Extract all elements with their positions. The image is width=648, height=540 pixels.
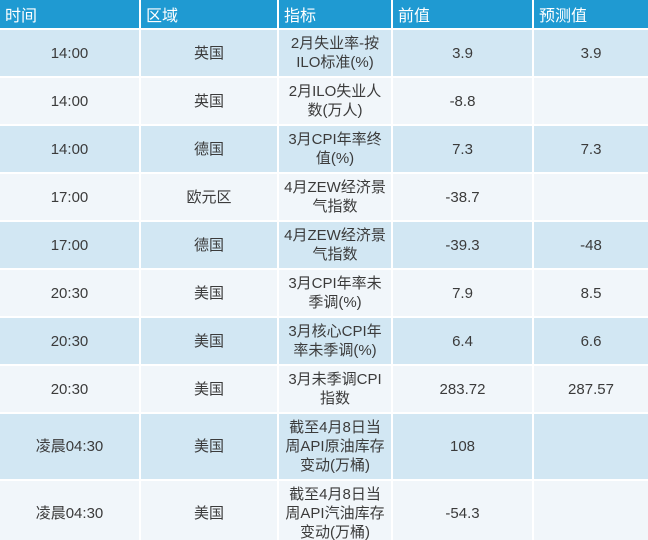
cell-indicator: 截至4月8日当周API汽油库存变动(万桶)	[278, 480, 393, 540]
cell-time: 20:30	[0, 365, 141, 414]
column-header-time: 时间	[0, 0, 141, 30]
cell-time: 17:00	[0, 221, 141, 270]
table-header: 时间 区域 指标 前值 预测值	[0, 0, 648, 30]
cell-time: 凌晨04:30	[0, 413, 141, 481]
cell-forecast: -48	[533, 221, 648, 270]
cell-time: 20:30	[0, 269, 141, 318]
cell-indicator: 截至4月8日当周API原油库存变动(万桶)	[278, 413, 393, 481]
cell-previous: -39.3	[392, 221, 534, 270]
table-row: 凌晨04:30 美国 截至4月8日当周API汽油库存变动(万桶) -54.3	[0, 480, 648, 540]
cell-previous: 3.9	[392, 29, 534, 78]
cell-region: 德国	[140, 221, 279, 270]
cell-region: 英国	[140, 29, 279, 78]
cell-region: 英国	[140, 77, 279, 126]
cell-previous: 283.72	[392, 365, 534, 414]
cell-indicator: 2月ILO失业人数(万人)	[278, 77, 393, 126]
column-header-indicator: 指标	[278, 0, 393, 30]
cell-indicator: 3月CPI年率未季调(%)	[278, 269, 393, 318]
column-header-previous: 前值	[392, 0, 534, 30]
cell-forecast	[533, 480, 648, 540]
cell-previous: -54.3	[392, 480, 534, 540]
cell-indicator: 2月失业率-按ILO标准(%)	[278, 29, 393, 78]
cell-forecast: 287.57	[533, 365, 648, 414]
cell-region: 美国	[140, 269, 279, 318]
cell-region: 美国	[140, 317, 279, 366]
cell-indicator: 3月CPI年率终值(%)	[278, 125, 393, 174]
cell-region: 美国	[140, 480, 279, 540]
cell-previous: 108	[392, 413, 534, 481]
cell-time: 17:00	[0, 173, 141, 222]
cell-previous: -38.7	[392, 173, 534, 222]
cell-time: 凌晨04:30	[0, 480, 141, 540]
cell-indicator: 4月ZEW经济景气指数	[278, 221, 393, 270]
cell-forecast: 6.6	[533, 317, 648, 366]
table-row: 17:00 德国 4月ZEW经济景气指数 -39.3 -48	[0, 221, 648, 270]
cell-time: 14:00	[0, 29, 141, 78]
cell-forecast	[533, 77, 648, 126]
cell-previous: 7.3	[392, 125, 534, 174]
cell-forecast	[533, 413, 648, 481]
cell-indicator: 4月ZEW经济景气指数	[278, 173, 393, 222]
cell-time: 20:30	[0, 317, 141, 366]
table-row: 17:00 欧元区 4月ZEW经济景气指数 -38.7	[0, 173, 648, 222]
table-row: 14:00 英国 2月失业率-按ILO标准(%) 3.9 3.9	[0, 29, 648, 78]
cell-previous: 6.4	[392, 317, 534, 366]
column-header-region: 区域	[140, 0, 279, 30]
cell-previous: 7.9	[392, 269, 534, 318]
table-row: 20:30 美国 3月CPI年率未季调(%) 7.9 8.5	[0, 269, 648, 318]
cell-time: 14:00	[0, 125, 141, 174]
cell-indicator: 3月核心CPI年率未季调(%)	[278, 317, 393, 366]
table-body: 14:00 英国 2月失业率-按ILO标准(%) 3.9 3.9 14:00 英…	[0, 29, 648, 540]
cell-region: 美国	[140, 365, 279, 414]
cell-region: 欧元区	[140, 173, 279, 222]
cell-forecast	[533, 173, 648, 222]
table-row: 14:00 德国 3月CPI年率终值(%) 7.3 7.3	[0, 125, 648, 174]
column-header-forecast: 预测值	[533, 0, 648, 30]
cell-forecast: 7.3	[533, 125, 648, 174]
cell-forecast: 8.5	[533, 269, 648, 318]
cell-forecast: 3.9	[533, 29, 648, 78]
cell-indicator: 3月未季调CPI指数	[278, 365, 393, 414]
table-row: 20:30 美国 3月未季调CPI指数 283.72 287.57	[0, 365, 648, 414]
cell-region: 德国	[140, 125, 279, 174]
table-row: 14:00 英国 2月ILO失业人数(万人) -8.8	[0, 77, 648, 126]
cell-region: 美国	[140, 413, 279, 481]
table-row: 凌晨04:30 美国 截至4月8日当周API原油库存变动(万桶) 108	[0, 413, 648, 481]
cell-time: 14:00	[0, 77, 141, 126]
cell-previous: -8.8	[392, 77, 534, 126]
header-row: 时间 区域 指标 前值 预测值	[0, 0, 648, 30]
table-row: 20:30 美国 3月核心CPI年率未季调(%) 6.4 6.6	[0, 317, 648, 366]
